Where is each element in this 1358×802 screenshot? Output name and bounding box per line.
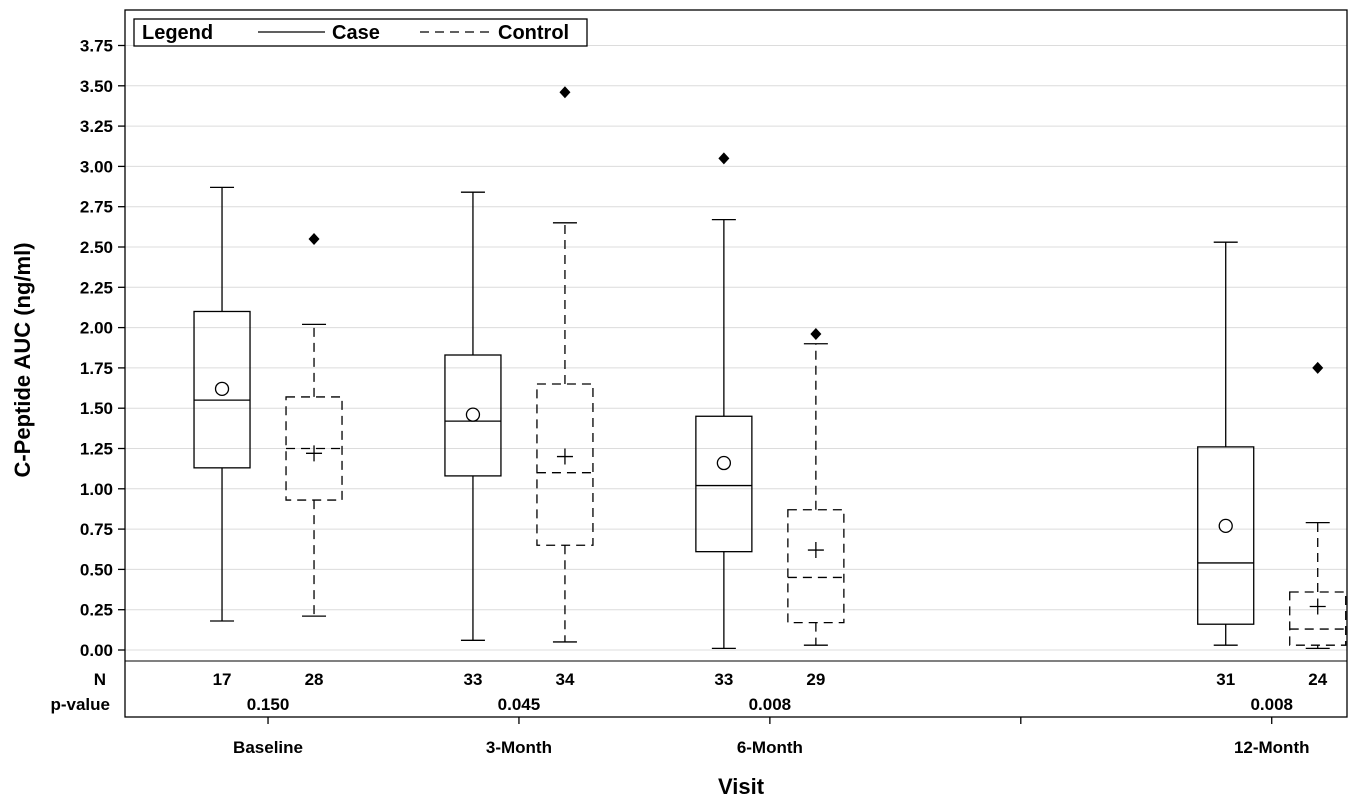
n-value: 34: [555, 670, 574, 689]
p-value: 0.150: [247, 695, 290, 714]
box-control-baseline: [285, 232, 343, 617]
legend: Legend Case Control: [133, 18, 588, 47]
box-iqr: [444, 354, 502, 477]
box-iqr: [536, 383, 594, 546]
box-iqr: [285, 396, 343, 501]
x-tick-label: 12-Month: [1234, 738, 1310, 757]
n-value: 24: [1308, 670, 1327, 689]
mean-marker: [716, 455, 732, 471]
mean-marker: [465, 407, 481, 422]
p-value: 0.008: [749, 695, 792, 714]
y-tick-label: 2.50: [80, 238, 113, 257]
y-tick-label: 1.50: [80, 399, 113, 418]
legend-frame: [133, 18, 588, 47]
box-iqr: [787, 509, 845, 624]
box-case-12-month: [1197, 241, 1255, 646]
box-layer: [193, 86, 1347, 650]
y-tick-label: 0.00: [80, 641, 113, 660]
y-tick-label: 0.75: [80, 520, 113, 539]
axes: 0.00 0.25 0.50 0.75 1.00 1.25 1.50 1.75 2.00 2.25…: [80, 37, 1347, 757]
outlier-point: [718, 152, 730, 165]
outlier-point: [559, 86, 571, 99]
legend-title: Legend: [142, 22, 213, 44]
n-value: 28: [305, 670, 324, 689]
n-value: 33: [463, 670, 482, 689]
plot-frame: [124, 9, 1348, 718]
box-iqr: [193, 310, 251, 469]
y-tick-label: 1.75: [80, 359, 113, 378]
mean-marker: [306, 445, 323, 462]
y-tick-label: 2.25: [80, 278, 113, 297]
n-value: 17: [213, 670, 232, 689]
y-tick-label: 0.25: [80, 601, 113, 620]
n-value: 31: [1216, 670, 1235, 689]
box-control-12-month: [1289, 361, 1347, 650]
y-tick-label: 3.50: [80, 77, 113, 96]
mean-marker: [214, 381, 230, 397]
box-control-6-month: [787, 328, 845, 646]
box-iqr: [1289, 591, 1347, 646]
legend-control-label: Control: [498, 22, 569, 44]
y-tick-label: 0.50: [80, 560, 113, 579]
box-case-3-month: [444, 191, 502, 641]
y-tick-label: 3.25: [80, 117, 113, 136]
n-row-label: N: [94, 670, 106, 689]
outlier-point: [810, 328, 822, 341]
grid-lines: [125, 45, 1347, 651]
y-axis-title: C-Peptide AUC (ng/ml): [10, 242, 35, 477]
box-case-6-month: [695, 152, 753, 650]
stats-table: 17 33 33 31 28 34 29 24 Np-value 0.150 0.045 0.008 0…: [50, 670, 1327, 714]
y-tick-label: 2.00: [80, 319, 113, 338]
x-tick-label: Baseline: [233, 738, 303, 757]
box-iqr: [1197, 446, 1255, 625]
n-value: 29: [806, 670, 825, 689]
x-tick-label: 6-Month: [737, 738, 803, 757]
y-tick-label: 3.75: [80, 37, 113, 56]
box-control-3-month: [536, 86, 594, 643]
box-iqr: [695, 415, 753, 553]
x-axis-title: Visit: [718, 774, 765, 799]
p-value: 0.008: [1250, 695, 1293, 714]
mean-marker: [807, 542, 824, 559]
mean-marker: [556, 448, 573, 465]
y-tick-label: 3.00: [80, 157, 113, 176]
n-value: 33: [714, 670, 733, 689]
y-tick-label: 2.75: [80, 198, 113, 217]
x-tick-label: 3-Month: [486, 738, 552, 757]
p-value: 0.045: [498, 695, 541, 714]
y-tick-label: 1.00: [80, 480, 113, 499]
p-value-row-label: p-value: [50, 695, 110, 714]
outlier-point: [308, 232, 320, 245]
mean-marker: [1309, 598, 1326, 615]
outlier-point: [1312, 361, 1324, 374]
legend-case-label: Case: [332, 22, 380, 44]
mean-marker: [1218, 518, 1233, 534]
box-case-baseline: [193, 186, 251, 622]
y-tick-label: 1.25: [80, 440, 113, 459]
